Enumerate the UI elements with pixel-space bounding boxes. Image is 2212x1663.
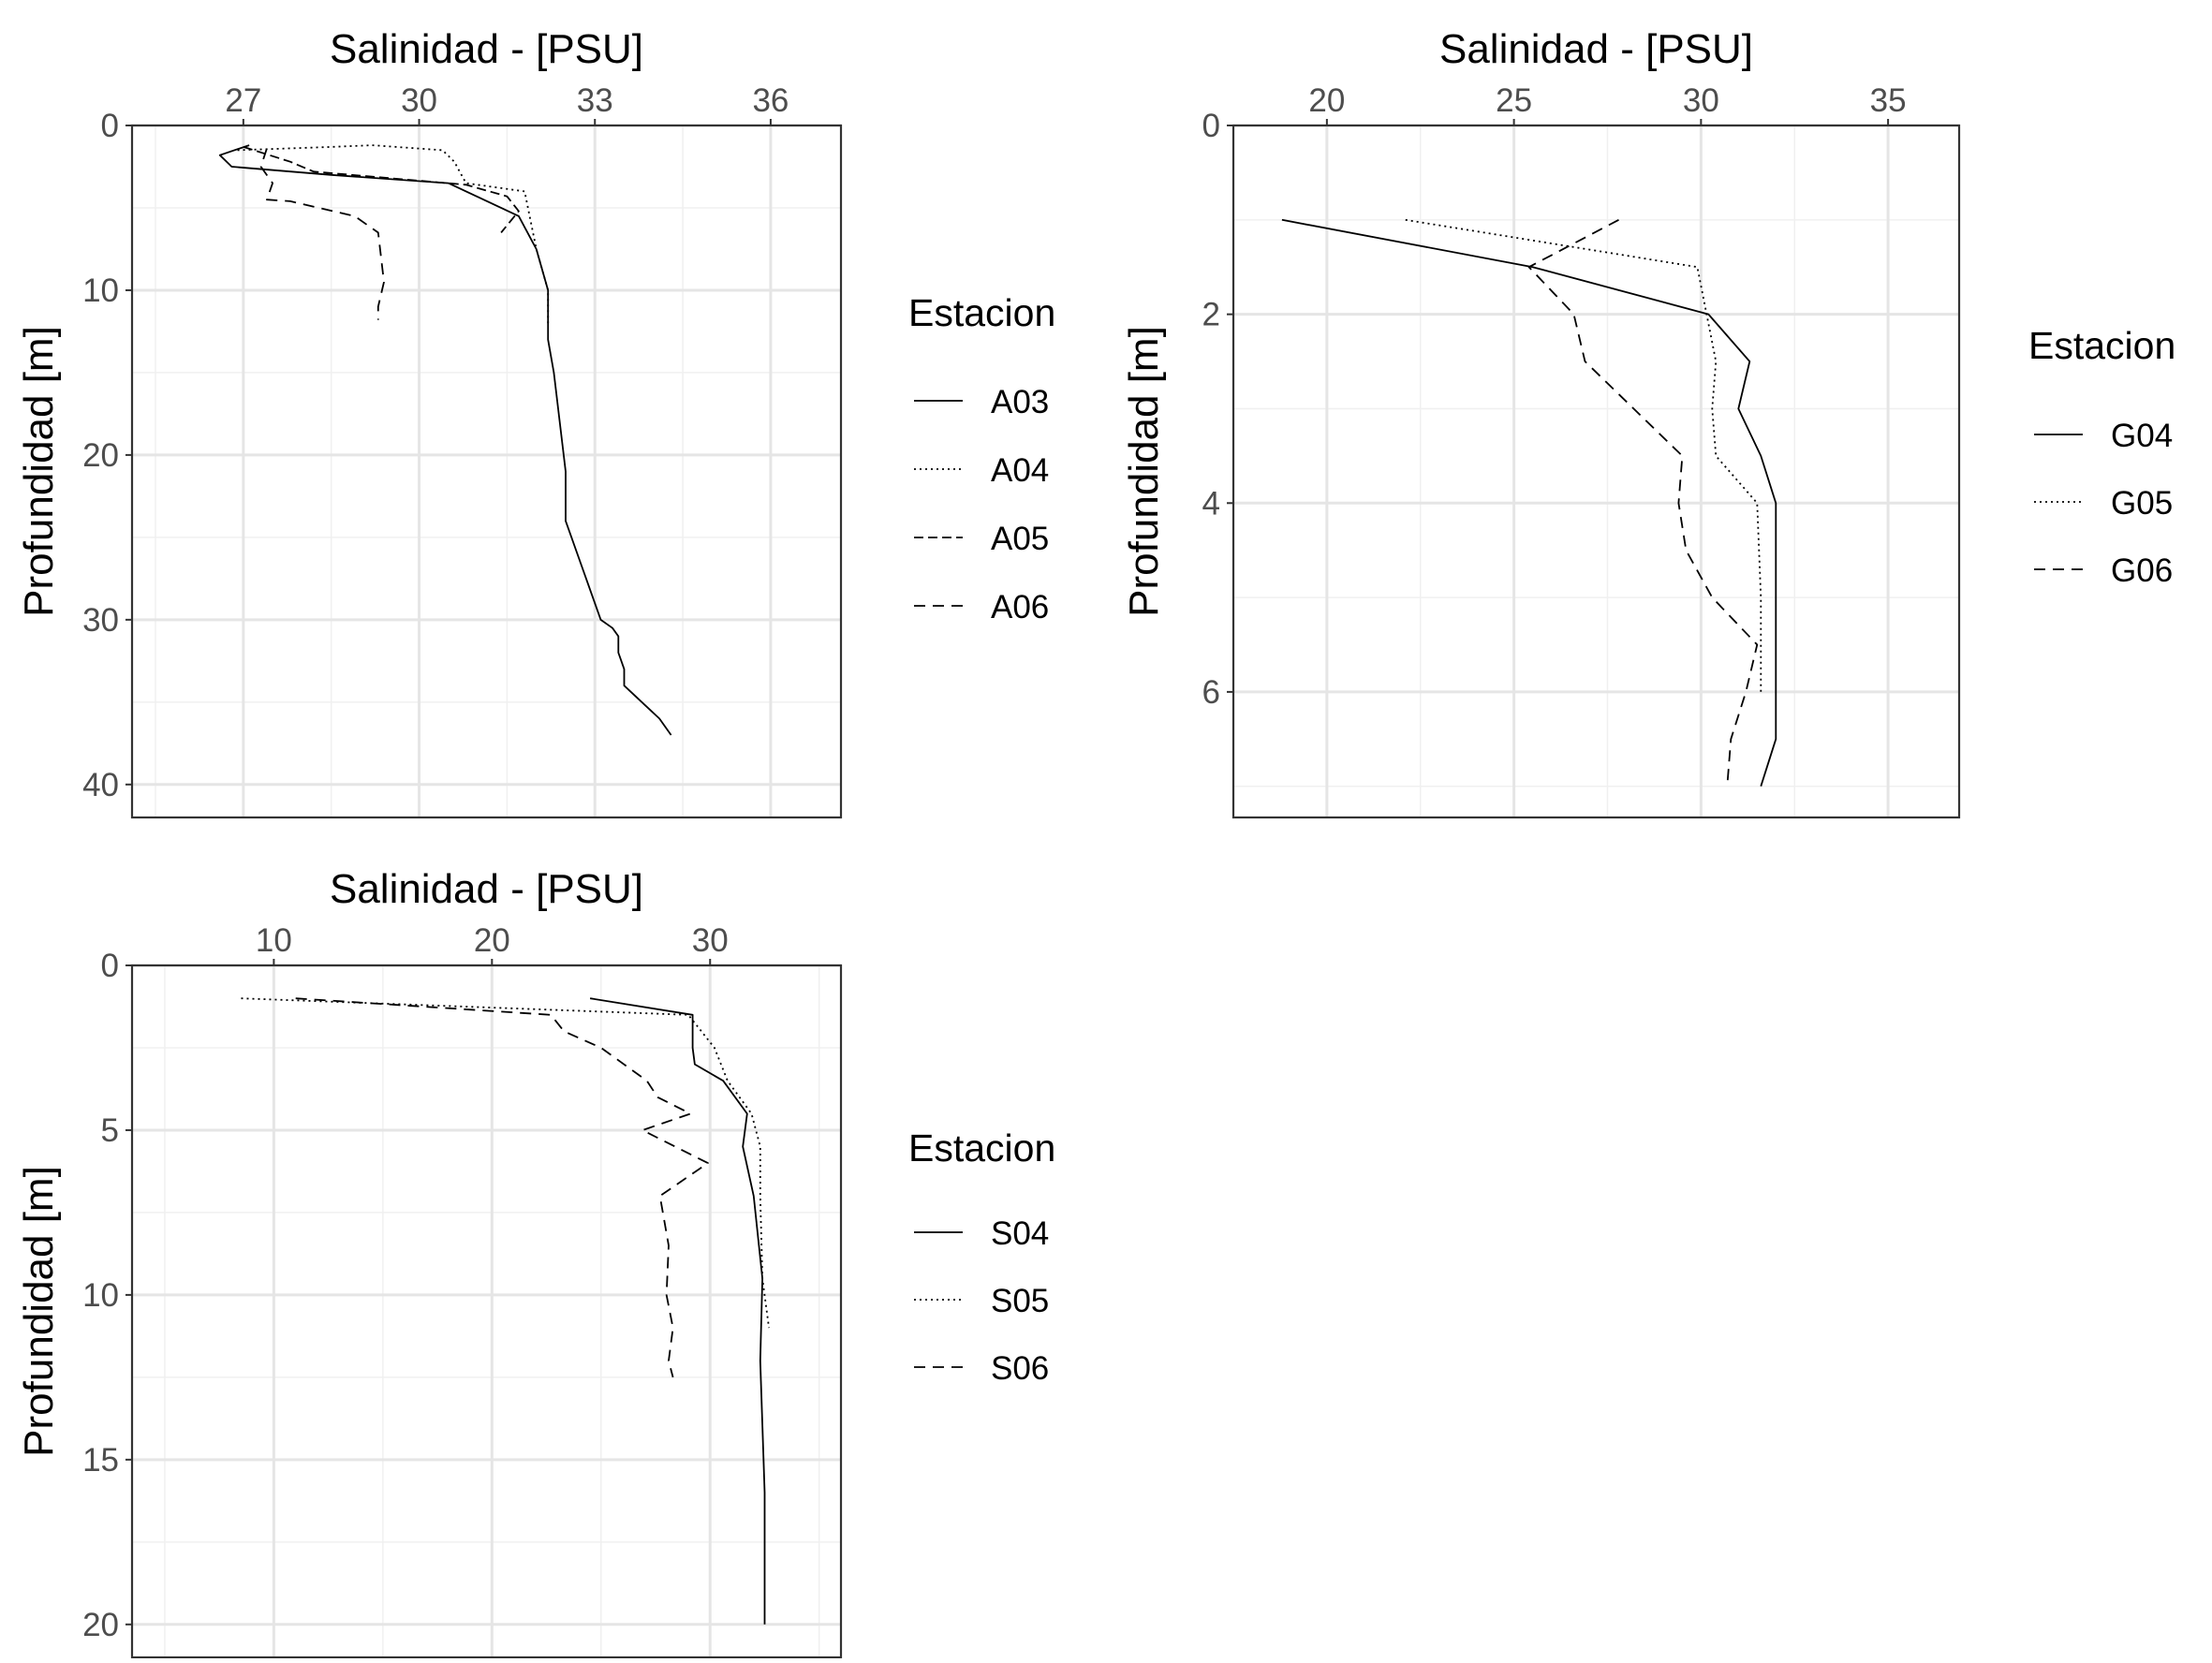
legend-label-s06: S06 xyxy=(991,1350,1049,1387)
legend-label-s05: S05 xyxy=(991,1283,1049,1319)
legend-label-a06: A06 xyxy=(991,589,1049,625)
legend-label-g05: G05 xyxy=(2111,485,2173,522)
series-line-g06 xyxy=(1527,219,1759,787)
series-line-a05 xyxy=(243,146,520,233)
legend: Estacion A03 A04 A05 A06 xyxy=(908,291,1055,625)
series-line-s04 xyxy=(589,997,766,1625)
legend-title: Estacion xyxy=(2028,324,2175,367)
x-axis-title: Salinidad - [PSU] xyxy=(330,866,643,912)
x-tick-label: 30 xyxy=(692,922,729,959)
x-tick-label: 30 xyxy=(1683,82,1719,119)
y-tick-label: 20 xyxy=(82,1607,119,1643)
y-axis-title: Profundidad [m] xyxy=(16,326,62,617)
legend-label-s04: S04 xyxy=(991,1215,1049,1252)
legend: Estacion S04 S05 S06 xyxy=(908,1126,1055,1387)
legend-title: Estacion xyxy=(908,1126,1055,1170)
series-group xyxy=(241,997,770,1625)
y-tick-label: 20 xyxy=(82,437,119,474)
x-tick-label: 20 xyxy=(474,922,510,959)
grid xyxy=(132,124,841,817)
legend-label-g04: G04 xyxy=(2111,418,2173,454)
series-line-a04 xyxy=(237,144,550,324)
panel-border xyxy=(1231,124,1961,819)
panel-border xyxy=(130,124,843,819)
chart-svg-s: 10 20 30 0 5 10 15 20 Salinidad - [PSU] Profundid… xyxy=(16,866,1055,1659)
y-tick-label: 0 xyxy=(101,108,119,144)
x-tick-label: 30 xyxy=(401,82,437,119)
y-tick-label: 6 xyxy=(1202,674,1220,711)
series-line-s05 xyxy=(241,997,770,1329)
y-tick-label: 15 xyxy=(82,1442,119,1479)
series-line-g04 xyxy=(1281,218,1777,787)
x-tick-label: 33 xyxy=(577,82,613,119)
legend-label-a04: A04 xyxy=(991,452,1049,489)
y-tick-label: 5 xyxy=(101,1112,119,1149)
y-axis-title: Profundidad [m] xyxy=(16,1166,62,1457)
x-tick-label: 36 xyxy=(752,82,789,119)
series-group xyxy=(218,144,672,736)
chart-panel-a: 27 30 33 36 0 10 20 30 40 Salinidad - [PSU] Profun… xyxy=(0,0,1105,829)
x-axis-title: Salinidad - [PSU] xyxy=(330,26,643,72)
chart-svg-a: 27 30 33 36 0 10 20 30 40 Salinidad - [PSU] Profun… xyxy=(16,26,1055,819)
legend-label-a05: A05 xyxy=(991,521,1049,557)
y-tick-label: 10 xyxy=(82,1277,119,1314)
legend: Estacion G04 G05 G06 xyxy=(2028,324,2175,589)
series-line-a03 xyxy=(218,144,672,736)
grid xyxy=(132,964,841,1657)
chart-panel-s: 10 20 30 0 5 10 15 20 Salinidad - [PSU] Profundid… xyxy=(0,829,1105,1659)
y-tick-label: 10 xyxy=(82,272,119,309)
y-tick-label: 30 xyxy=(82,602,119,639)
series-line-s06 xyxy=(295,997,709,1378)
legend-label-a03: A03 xyxy=(991,384,1049,420)
panel-border xyxy=(130,964,843,1659)
y-tick-label: 2 xyxy=(1202,297,1220,333)
legend-title: Estacion xyxy=(908,291,1055,334)
legend-label-g06: G06 xyxy=(2111,552,2173,589)
chart-panel-g: 20 25 30 35 0 2 4 6 Salinidad - [PSU] Profundidad… xyxy=(1105,0,2212,829)
x-tick-label: 25 xyxy=(1496,82,1532,119)
series-group xyxy=(1281,218,1777,787)
x-tick-label: 10 xyxy=(256,922,292,959)
y-axis-title: Profundidad [m] xyxy=(1121,326,1167,617)
x-tick-label: 20 xyxy=(1308,82,1345,119)
y-tick-label: 0 xyxy=(1202,108,1220,144)
y-tick-label: 4 xyxy=(1202,485,1220,522)
series-line-g05 xyxy=(1405,218,1762,692)
y-tick-label: 40 xyxy=(82,767,119,803)
y-tick-label: 0 xyxy=(101,948,119,984)
grid xyxy=(1232,124,1959,817)
x-axis-title: Salinidad - [PSU] xyxy=(1439,26,1753,72)
x-tick-label: 35 xyxy=(1870,82,1907,119)
series-line-a06 xyxy=(259,148,385,320)
x-tick-label: 27 xyxy=(225,82,261,119)
chart-svg-g: 20 25 30 35 0 2 4 6 Salinidad - [PSU] Profundidad… xyxy=(1121,26,2175,819)
